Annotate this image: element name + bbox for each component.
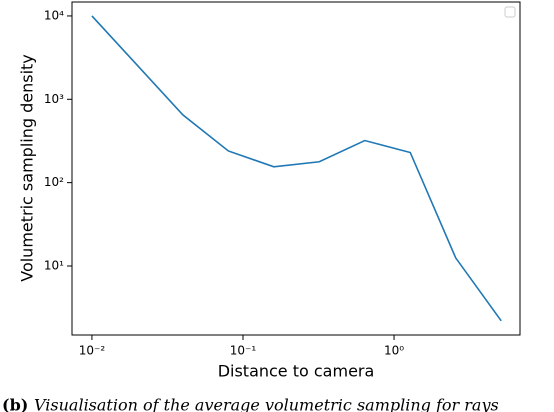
x-tick-label: 10⁻² — [79, 344, 106, 358]
y-axis-label: Volumetric sampling density — [18, 54, 37, 282]
axes-frame — [71, 1, 521, 336]
x-axis-label: Distance to camera — [218, 362, 375, 381]
y-tick-label: 10² — [44, 175, 64, 189]
data-line — [91, 15, 502, 322]
y-tick-label: 10¹ — [44, 258, 64, 272]
legend-box — [504, 6, 516, 18]
x-tick-label: 10⁰ — [384, 344, 404, 358]
y-tick-label: 10³ — [44, 92, 64, 106]
x-tick-label: 10⁻¹ — [230, 344, 257, 358]
caption: Visualisation of the average volumetric … — [34, 396, 499, 412]
y-tick-label: 10⁴ — [44, 8, 64, 22]
caption-label: (b) — [2, 396, 28, 412]
